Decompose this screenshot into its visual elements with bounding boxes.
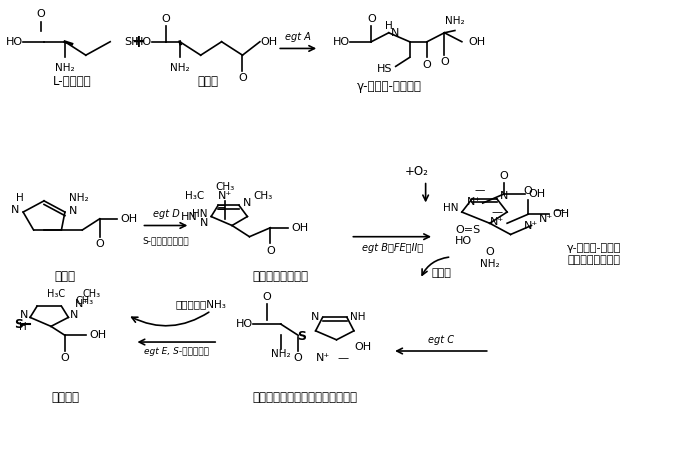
Text: NH₂: NH₂ <box>55 63 75 73</box>
Text: N: N <box>69 206 77 216</box>
Text: —: — <box>338 353 349 363</box>
Text: egt D: egt D <box>153 209 179 219</box>
Text: 麦角硫因: 麦角硫因 <box>51 391 79 405</box>
Text: OH: OH <box>260 37 277 47</box>
Text: O: O <box>294 353 302 363</box>
Text: +: + <box>131 33 145 51</box>
Text: N⁺: N⁺ <box>76 299 90 309</box>
Text: OH: OH <box>528 189 545 199</box>
Text: H₃C: H₃C <box>185 191 204 201</box>
Text: HN: HN <box>193 209 208 219</box>
Text: O: O <box>60 353 69 363</box>
Text: +O₂: +O₂ <box>405 165 428 178</box>
Text: H: H <box>16 193 24 203</box>
Text: OH: OH <box>552 209 570 219</box>
Text: N: N <box>500 191 508 201</box>
Text: CH₃: CH₃ <box>83 290 100 299</box>
Text: OH: OH <box>354 341 371 351</box>
Text: O: O <box>367 14 376 24</box>
Text: O: O <box>262 292 271 302</box>
Text: HO: HO <box>135 37 152 47</box>
Text: HS: HS <box>377 64 392 74</box>
Text: 组氨酸三甲基内盐: 组氨酸三甲基内盐 <box>253 270 309 283</box>
Text: NH: NH <box>351 313 366 322</box>
Text: ≡: ≡ <box>217 202 226 212</box>
Text: N⁺: N⁺ <box>316 353 330 363</box>
Text: H: H <box>385 21 393 31</box>
Text: HO: HO <box>455 236 472 246</box>
Text: —: — <box>491 207 502 217</box>
Text: γ-谷氨酰-组氨酸
三甲基内盐基亚砜: γ-谷氨酰-组氨酸 三甲基内盐基亚砜 <box>567 244 622 265</box>
Text: 组氨酸: 组氨酸 <box>55 270 76 283</box>
Text: HO: HO <box>6 37 23 47</box>
Text: O: O <box>485 248 494 258</box>
Text: O: O <box>162 14 170 24</box>
Text: egt A: egt A <box>286 32 311 42</box>
Text: —: — <box>554 205 565 215</box>
Text: O: O <box>440 57 449 67</box>
Text: OH: OH <box>469 37 486 47</box>
Text: egt C: egt C <box>428 335 454 345</box>
Text: N⁺: N⁺ <box>218 191 232 201</box>
Text: 丙酮酸盐，NH₃: 丙酮酸盐，NH₃ <box>175 299 226 309</box>
Text: H: H <box>19 322 27 332</box>
Text: N: N <box>20 310 29 320</box>
Text: S-腺苷基甲硫氨酸: S-腺苷基甲硫氨酸 <box>143 236 189 245</box>
Text: NH₂: NH₂ <box>445 16 465 26</box>
Text: HN: HN <box>181 212 197 221</box>
Text: —: — <box>474 184 484 195</box>
Text: N: N <box>391 28 399 38</box>
Text: egt E, S-硫醚裂解酶: egt E, S-硫醚裂解酶 <box>144 347 209 356</box>
Text: N: N <box>311 313 319 322</box>
Text: CH₃: CH₃ <box>76 296 94 306</box>
Text: L-半胱氨酸: L-半胱氨酸 <box>52 75 91 88</box>
Text: N: N <box>242 198 251 208</box>
Text: O: O <box>524 186 533 196</box>
Text: CH₃: CH₃ <box>216 182 234 192</box>
Text: O: O <box>95 239 104 249</box>
Text: O: O <box>238 73 247 83</box>
Text: egt B，FE（II）: egt B，FE（II） <box>362 243 423 253</box>
Text: N: N <box>70 310 78 320</box>
Text: HO: HO <box>333 37 350 47</box>
Text: O=S: O=S <box>455 225 480 235</box>
Text: OH: OH <box>291 223 309 233</box>
Text: NH₂: NH₂ <box>69 193 89 203</box>
Text: 谷氨酸: 谷氨酸 <box>197 75 218 88</box>
Text: NH₂: NH₂ <box>271 349 290 359</box>
Text: N⁺: N⁺ <box>489 217 503 227</box>
Text: 组氨酸三甲基内盐基半胱氨酸亚砜: 组氨酸三甲基内盐基半胱氨酸亚砜 <box>253 391 358 405</box>
Text: O: O <box>499 170 508 181</box>
Text: N⁺: N⁺ <box>524 221 538 230</box>
Text: N⁺: N⁺ <box>467 197 482 207</box>
Text: γ-谷氨酰-半胱氨酸: γ-谷氨酰-半胱氨酸 <box>356 80 421 93</box>
Text: OH: OH <box>90 330 106 341</box>
Text: O: O <box>36 9 45 19</box>
Text: S: S <box>298 330 306 343</box>
Text: N: N <box>11 205 20 215</box>
Text: S: S <box>14 318 23 331</box>
Text: O: O <box>266 246 274 256</box>
Text: SH: SH <box>124 37 139 47</box>
Text: 谷氨酸: 谷氨酸 <box>431 267 451 277</box>
Text: HN: HN <box>443 202 459 212</box>
Text: N: N <box>200 218 209 228</box>
Text: OH: OH <box>120 214 138 224</box>
Text: N⁺: N⁺ <box>538 214 553 224</box>
Text: HO: HO <box>236 319 253 329</box>
Text: H₃C: H₃C <box>47 290 65 299</box>
Text: NH₂: NH₂ <box>170 63 190 73</box>
Text: CH₃: CH₃ <box>253 191 272 201</box>
Text: O: O <box>423 60 431 69</box>
Text: NH₂: NH₂ <box>480 258 500 269</box>
